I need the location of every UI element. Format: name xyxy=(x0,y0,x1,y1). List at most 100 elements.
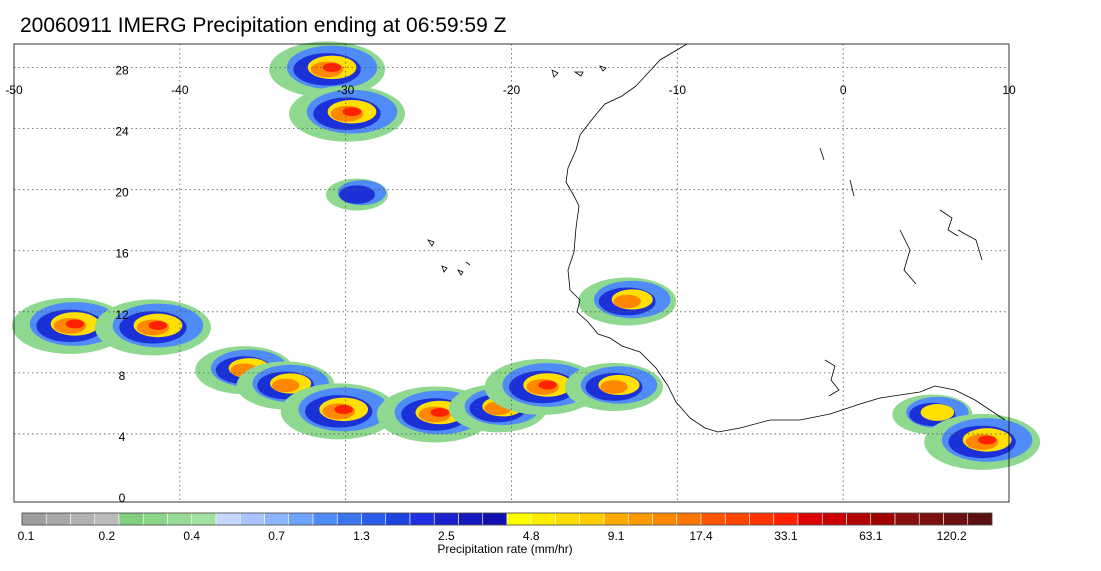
lon-tick-label: 0 xyxy=(840,83,847,97)
storm-8N-34W xyxy=(236,361,335,410)
precip-cell xyxy=(920,404,955,421)
colorbar-tick-label: 63.1 xyxy=(859,529,883,543)
colorbar-swatch xyxy=(336,512,362,526)
colorbar-swatch xyxy=(142,512,168,526)
colorbar-swatch xyxy=(530,512,556,526)
lat-tick-label: 16 xyxy=(115,247,129,261)
colorbar-swatch xyxy=(215,512,241,526)
colorbar-swatch xyxy=(918,512,944,526)
lat-tick-label: 8 xyxy=(119,369,126,383)
colorbar: 0.1 0.2 0.4 0.7 1.3 2.5 4.8 9.1 17.4 33.1 63.1 120.… xyxy=(18,512,993,543)
precip-cell xyxy=(342,107,362,117)
colorbar-swatch xyxy=(506,512,532,526)
precip-cell xyxy=(334,404,353,414)
storm-13N-12W xyxy=(578,277,677,326)
storm-21N-29W xyxy=(325,178,388,211)
colorbar-swatch xyxy=(627,512,653,526)
precip-cell xyxy=(322,62,342,72)
colorbar-swatch xyxy=(773,512,799,526)
colorbar-swatch xyxy=(749,512,775,526)
colorbar-tick-label: 17.4 xyxy=(689,529,713,543)
colorbar-title: Precipitation rate (mm/hr) xyxy=(437,542,573,556)
lon-tick-label: 10 xyxy=(1002,83,1016,97)
colorbar-swatch xyxy=(579,512,605,526)
precip-cell xyxy=(977,435,997,445)
colorbar-swatch xyxy=(846,512,872,526)
gridlines xyxy=(14,44,1009,502)
colorbar-swatch xyxy=(555,512,581,526)
storm-28N-32W xyxy=(269,41,386,98)
lon-tick-label: -20 xyxy=(503,83,521,97)
colorbar-swatch xyxy=(943,512,969,526)
colorbar-swatch xyxy=(870,512,896,526)
precip-cell xyxy=(430,407,450,417)
precip-cell xyxy=(65,319,85,329)
storm-4N-8E xyxy=(924,413,1041,470)
longitude-tick-labels: -50 -40 -30 -20 -10 0 10 xyxy=(5,83,1016,97)
lat-tick-label: 20 xyxy=(115,186,129,200)
colorbar-swatch xyxy=(482,512,508,526)
colorbar-swatch xyxy=(821,512,847,526)
colorbar-swatch xyxy=(312,512,338,526)
colorbar-swatch xyxy=(797,512,823,526)
colorbar-swatch xyxy=(700,512,726,526)
colorbar-swatch xyxy=(385,512,411,526)
precip-cell xyxy=(271,378,300,393)
colorbar-swatch xyxy=(45,512,71,526)
colorbar-swatch xyxy=(191,512,217,526)
colorbar-swatch xyxy=(361,512,387,526)
colorbar-swatch xyxy=(603,512,629,526)
lat-tick-label: 28 xyxy=(115,64,129,78)
colorbar-tick-label: 9.1 xyxy=(608,529,625,543)
colorbar-border xyxy=(21,512,993,526)
colorbar-tick-label: 0.4 xyxy=(183,529,200,543)
colorbar-swatch xyxy=(167,512,193,526)
precip-cell xyxy=(338,185,375,204)
precip-cell xyxy=(600,380,628,394)
colorbar-swatch xyxy=(724,512,750,526)
colorbar-swatch xyxy=(458,512,484,526)
colorbar-tick-label: 0.1 xyxy=(18,529,35,543)
colorbar-tick-label: 1.3 xyxy=(353,529,370,543)
colorbar-swatch xyxy=(94,512,120,526)
precip-cell xyxy=(148,320,168,330)
precip-cell xyxy=(538,380,557,390)
colorbar-tick-label: 0.7 xyxy=(268,529,285,543)
map-frame xyxy=(13,43,1010,503)
storm-25N-30W xyxy=(288,85,405,142)
colorbar-swatch xyxy=(264,512,290,526)
lat-tick-label: 0 xyxy=(119,491,126,505)
coastline-canary-islands xyxy=(551,65,607,78)
colorbar-tick-label: 4.8 xyxy=(523,529,540,543)
storm-12N-41W xyxy=(94,299,211,356)
river-network-sahel xyxy=(819,147,983,285)
colorbar-tick-label: 33.1 xyxy=(774,529,798,543)
lat-tick-label: 12 xyxy=(115,308,129,322)
lat-tick-label: 4 xyxy=(119,430,126,444)
lon-tick-label: -50 xyxy=(5,83,23,97)
colorbar-swatch xyxy=(70,512,96,526)
colorbar-tick-label: 120.2 xyxy=(937,529,967,543)
colorbar-swatch xyxy=(652,512,678,526)
colorbar-tick-label: 0.2 xyxy=(99,529,116,543)
coastline xyxy=(427,43,1006,433)
colorbar-swatch xyxy=(433,512,459,526)
colorbar-swatch xyxy=(118,512,144,526)
coastline-cape-verde xyxy=(427,239,471,276)
colorbar-swatch xyxy=(239,512,265,526)
map-title: 20060911 IMERG Precipitation ending at 0… xyxy=(20,14,507,37)
precip-cell xyxy=(613,294,641,309)
colorbar-swatch xyxy=(288,512,314,526)
coastline-africa-west xyxy=(565,43,1006,433)
colorbar-swatch xyxy=(21,512,47,526)
latitude-tick-labels: 0 4 8 12 16 20 24 28 xyxy=(115,64,129,505)
colorbar-tick-label: 2.5 xyxy=(438,529,455,543)
storm-6N-30W xyxy=(280,383,397,440)
lon-tick-label: -40 xyxy=(171,83,189,97)
colorbar-swatch xyxy=(967,512,993,526)
colorbar-swatch xyxy=(409,512,435,526)
storm-8N-13W xyxy=(564,362,663,411)
colorbar-swatch xyxy=(676,512,702,526)
lon-tick-label: -10 xyxy=(669,83,687,97)
